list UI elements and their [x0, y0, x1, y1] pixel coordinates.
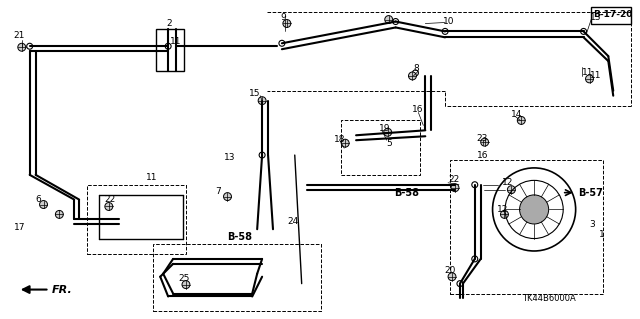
Text: 25: 25 — [178, 274, 189, 283]
Circle shape — [408, 72, 417, 80]
Circle shape — [259, 152, 265, 158]
Text: 19: 19 — [379, 124, 390, 133]
Bar — [87, 185, 186, 254]
Circle shape — [27, 43, 33, 49]
Circle shape — [279, 40, 285, 46]
Text: 23: 23 — [477, 134, 488, 143]
Circle shape — [508, 186, 515, 194]
Text: 18: 18 — [334, 135, 346, 144]
Text: 11: 11 — [582, 69, 593, 78]
Bar — [591, 7, 631, 25]
Text: 1: 1 — [600, 230, 605, 239]
Text: 20: 20 — [444, 266, 456, 275]
Circle shape — [223, 193, 232, 201]
Circle shape — [18, 43, 26, 51]
Circle shape — [457, 281, 463, 286]
Text: 17: 17 — [14, 223, 26, 232]
Circle shape — [385, 16, 393, 24]
Text: FR.: FR. — [51, 285, 72, 294]
Text: 8: 8 — [413, 64, 419, 73]
Text: B-58: B-58 — [227, 232, 253, 242]
Text: 22: 22 — [105, 195, 116, 204]
Circle shape — [442, 28, 448, 34]
Text: 2: 2 — [166, 19, 172, 28]
Text: B-17-20: B-17-20 — [593, 10, 633, 19]
Circle shape — [448, 273, 456, 281]
Circle shape — [40, 201, 47, 208]
Circle shape — [259, 98, 265, 104]
Circle shape — [586, 75, 593, 83]
Text: 12: 12 — [502, 178, 513, 187]
Text: 9: 9 — [280, 13, 285, 22]
Circle shape — [393, 19, 399, 25]
Text: 13: 13 — [223, 152, 235, 161]
Text: 11: 11 — [170, 37, 182, 46]
Circle shape — [481, 138, 488, 146]
Circle shape — [472, 256, 477, 262]
Circle shape — [517, 116, 525, 124]
Text: 21: 21 — [14, 31, 25, 40]
Circle shape — [258, 97, 266, 105]
Circle shape — [341, 139, 349, 147]
Circle shape — [412, 70, 419, 76]
Text: 14: 14 — [511, 110, 523, 119]
Circle shape — [165, 43, 171, 49]
Text: 24: 24 — [288, 217, 299, 226]
Circle shape — [472, 182, 477, 188]
Circle shape — [182, 281, 190, 289]
Circle shape — [580, 28, 586, 34]
Text: B-58: B-58 — [394, 188, 419, 198]
Circle shape — [500, 211, 508, 218]
Text: TK44B6000A: TK44B6000A — [522, 294, 576, 303]
Circle shape — [384, 128, 392, 136]
Text: 16: 16 — [412, 105, 423, 114]
Text: 16: 16 — [477, 151, 488, 160]
Text: 6: 6 — [36, 195, 42, 204]
Bar — [450, 160, 604, 293]
Text: 11: 11 — [589, 71, 601, 80]
Bar — [154, 244, 321, 311]
Text: B-57: B-57 — [578, 188, 602, 198]
Circle shape — [56, 211, 63, 218]
Text: 13: 13 — [589, 13, 601, 22]
Text: 7: 7 — [216, 187, 221, 196]
Text: 5: 5 — [387, 139, 392, 148]
Circle shape — [283, 19, 291, 27]
Bar — [156, 29, 184, 71]
Circle shape — [105, 203, 113, 211]
Circle shape — [520, 195, 548, 224]
Text: 12: 12 — [497, 205, 508, 214]
Text: 11: 11 — [147, 173, 158, 182]
Text: 22: 22 — [448, 175, 460, 184]
Circle shape — [451, 184, 459, 192]
Bar — [341, 121, 420, 175]
Text: 10: 10 — [443, 17, 454, 26]
Text: 3: 3 — [589, 220, 595, 229]
Text: 15: 15 — [249, 89, 260, 98]
